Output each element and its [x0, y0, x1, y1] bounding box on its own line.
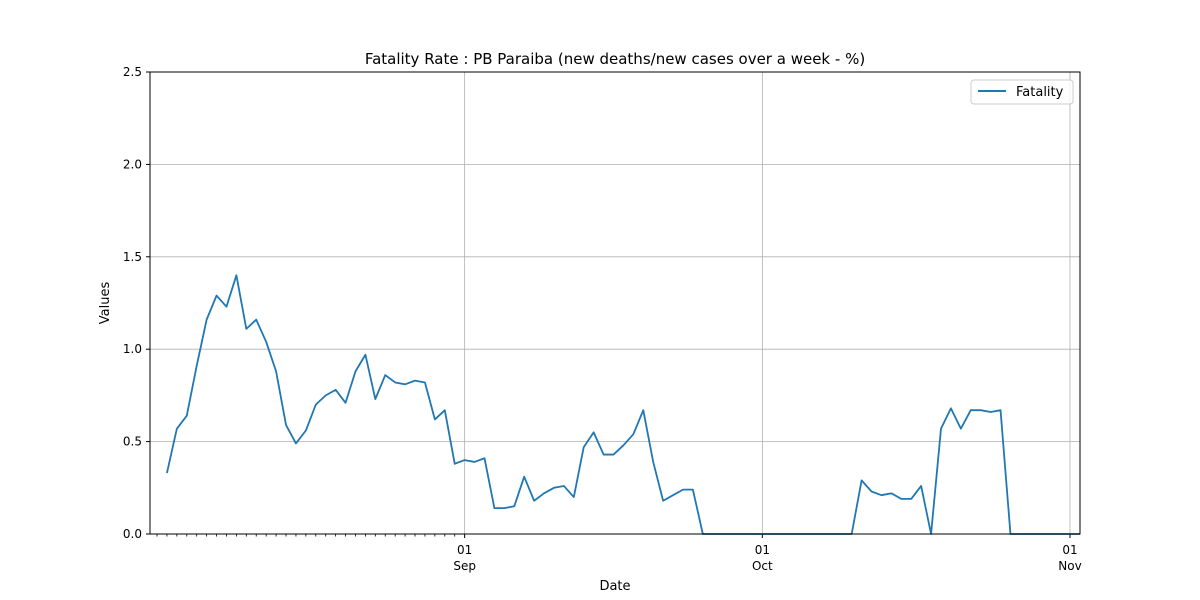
- x-tick-label-month: Sep: [453, 559, 476, 573]
- x-tick-label-day: 01: [1062, 543, 1077, 557]
- legend: Fatality: [970, 79, 1074, 105]
- legend-label-fatality: Fatality: [1016, 85, 1064, 100]
- y-tick-label: 1.5: [123, 250, 142, 264]
- axis-ticks: 0.0 0.5 1.0 1.5 2.0 2.5 01 Sep 01 Oct 01 Nov: [123, 65, 1082, 573]
- x-tick-label-month: Oct: [752, 559, 773, 573]
- chart-title: Fatality Rate : PB Paraiba (new deaths/n…: [365, 50, 865, 68]
- x-tick-label-day: 01: [457, 543, 472, 557]
- grid-lines: [150, 71, 1080, 535]
- legend-box: [970, 79, 1074, 105]
- x-tick-label-month: Nov: [1058, 559, 1081, 573]
- x-axis-label: Date: [599, 579, 630, 594]
- plot-frame: [149, 71, 1081, 535]
- y-tick-label: 0.0: [123, 527, 142, 541]
- series-layer: [166, 274, 1080, 535]
- y-tick-label: 2.5: [123, 65, 142, 79]
- y-axis-label: Values: [98, 282, 113, 325]
- y-tick-label: 0.5: [123, 435, 142, 449]
- y-tick-label: 2.0: [123, 157, 142, 171]
- y-tick-label: 1.0: [123, 342, 142, 356]
- x-tick-label-day: 01: [755, 543, 770, 557]
- series-line-fatality: [166, 274, 1080, 535]
